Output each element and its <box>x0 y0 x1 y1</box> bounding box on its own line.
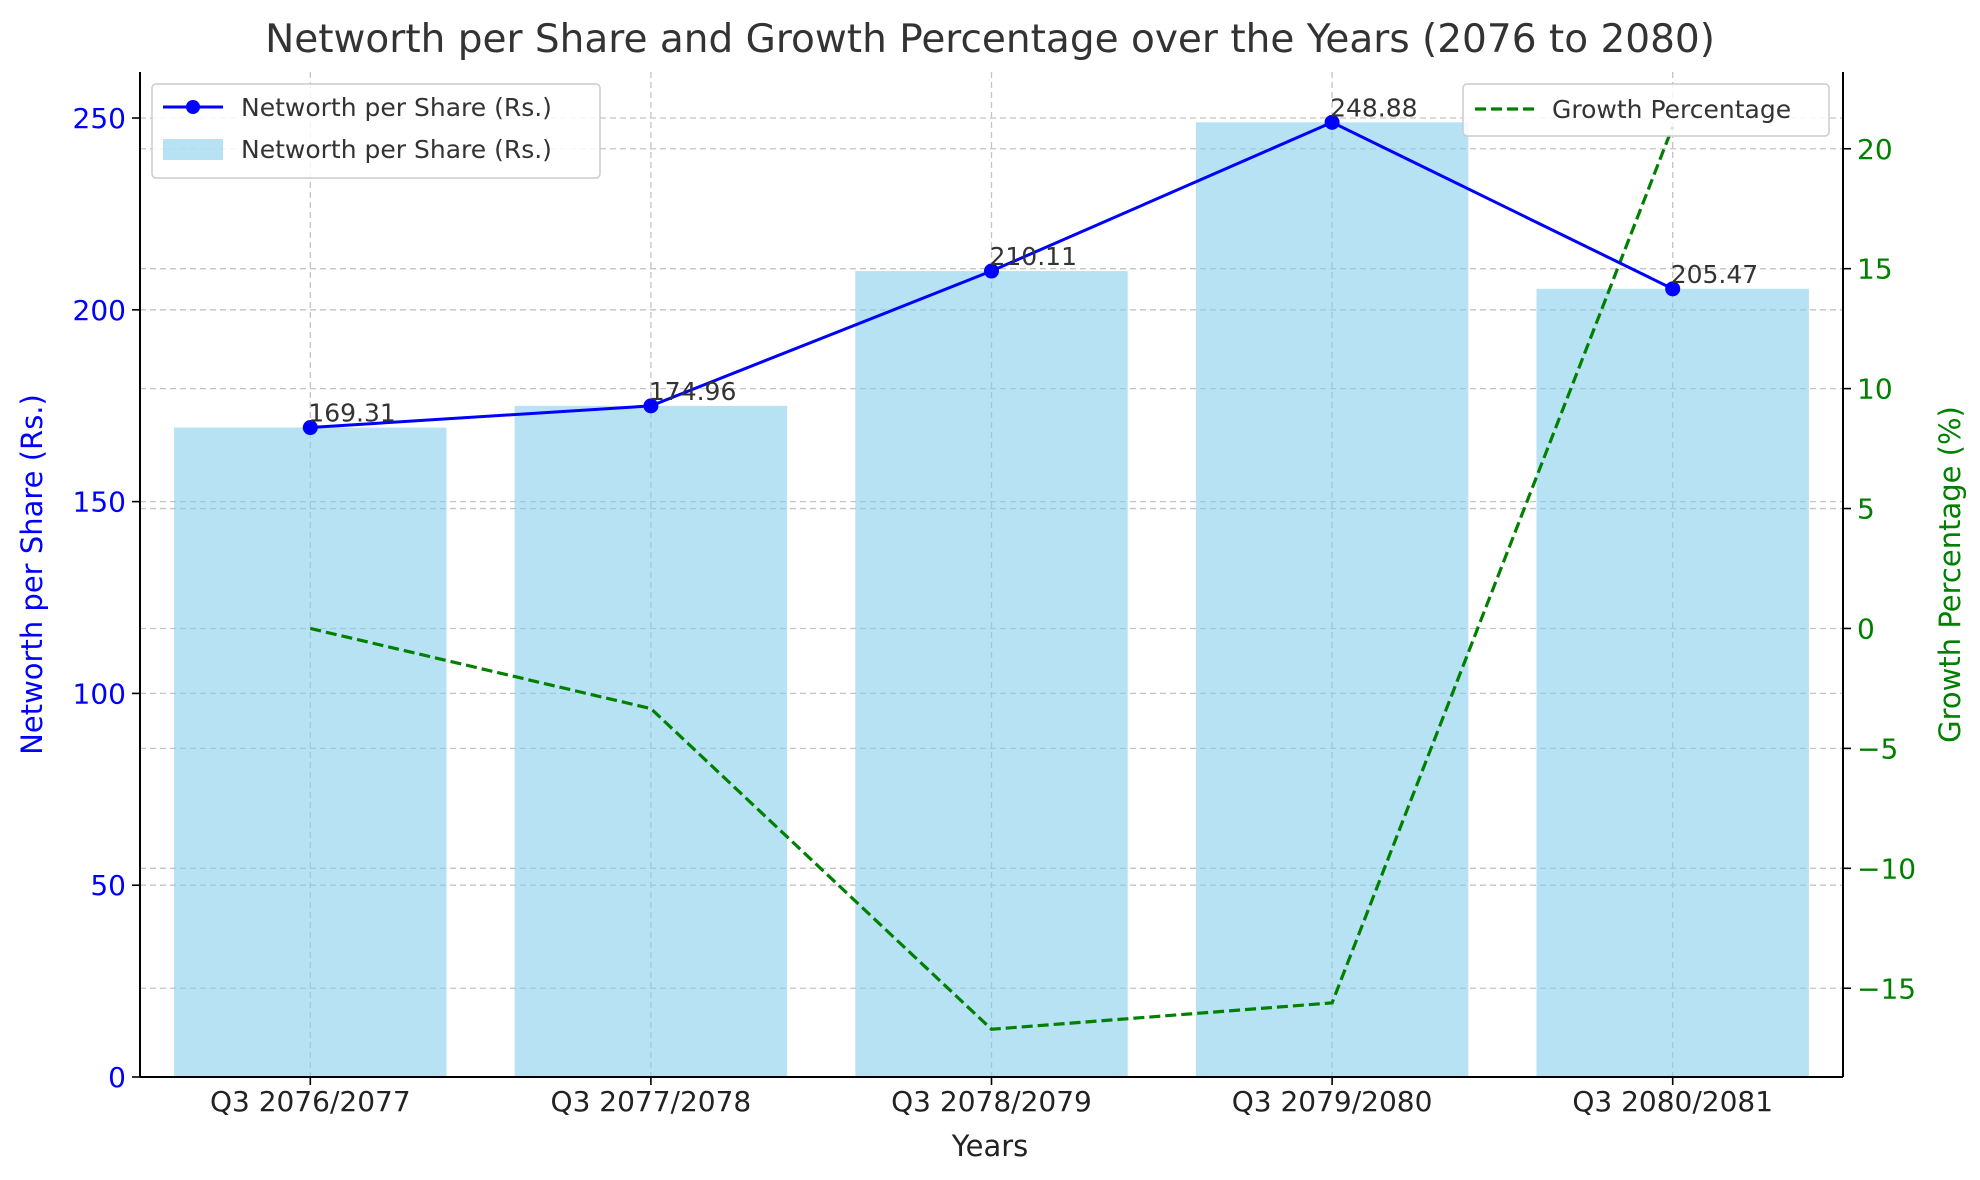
left-y-tick-label: 50 <box>90 869 126 902</box>
data-label: 210.11 <box>990 242 1077 271</box>
legend-label: Networth per Share (Rs.) <box>241 93 552 122</box>
legend-networth: Networth per Share (Rs.) Networth per Sha… <box>151 83 601 179</box>
right-y-tick-label: 10 <box>1857 373 1893 406</box>
right-y-tick-label: −10 <box>1857 852 1916 885</box>
x-tick-label: Q3 2080/2081 <box>1572 1085 1773 1118</box>
left-y-tick-label: 250 <box>73 102 126 135</box>
legend-growth: Growth Percentage <box>1462 83 1830 137</box>
growth-line-series <box>309 126 1675 1031</box>
right-y-tick-label: 0 <box>1857 612 1875 645</box>
data-label: 248.88 <box>1330 93 1417 122</box>
networth-point <box>643 398 659 414</box>
x-tick-label: Q3 2079/2080 <box>1232 1085 1433 1118</box>
legend-box <box>151 83 601 179</box>
right-y-tick-label: 15 <box>1857 253 1893 286</box>
legend-marker-swatch <box>186 100 200 114</box>
x-axis-label: Years <box>951 1129 1029 1163</box>
data-label: 169.31 <box>308 399 395 428</box>
networth-line-series <box>302 114 1681 436</box>
tick-labels: Q3 2076/2077 Q3 2077/2078 Q3 2078/2079 Q3 2… <box>73 102 1917 1118</box>
bar-series <box>174 122 1809 1078</box>
bar <box>514 405 788 1077</box>
x-tick-label: Q3 2077/2078 <box>551 1085 752 1118</box>
left-y-tick-label: 200 <box>73 294 126 327</box>
left-y-tick-label: 150 <box>73 486 126 519</box>
left-y-tick-label: 0 <box>108 1061 126 1094</box>
networth-point <box>1324 114 1340 130</box>
networth-point <box>1665 281 1681 297</box>
networth-point <box>984 263 999 279</box>
data-label: 174.96 <box>649 377 736 406</box>
bar <box>1195 122 1469 1077</box>
x-tick-label: Q3 2076/2077 <box>210 1085 411 1118</box>
left-y-tick-label: 100 <box>73 677 126 710</box>
legend-label: Growth Percentage <box>1552 95 1791 124</box>
left-y-axis-label: Networth per Share (Rs.) <box>15 394 49 755</box>
right-y-tick-label: −5 <box>1857 732 1898 765</box>
data-label: 205.47 <box>1671 260 1758 289</box>
bar <box>174 427 447 1078</box>
right-y-tick-label: 5 <box>1857 493 1875 526</box>
right-y-axis-label: Growth Percentage (%) <box>1933 406 1967 743</box>
bar <box>855 271 1128 1077</box>
chart-title: Networth per Share and Growth Percentage… <box>265 17 1715 62</box>
right-y-tick-label: −15 <box>1857 972 1916 1005</box>
right-y-tick-label: 20 <box>1857 133 1893 166</box>
legend-box <box>1462 83 1830 137</box>
x-tick-label: Q3 2078/2079 <box>891 1085 1092 1118</box>
data-labels: 169.31 174.96 210.11 248.88 205.47 <box>308 93 1758 427</box>
axes <box>132 72 1851 1085</box>
bar <box>1536 288 1809 1077</box>
growth-line <box>309 126 1675 1031</box>
legend-bar-swatch <box>163 139 223 160</box>
legend-label: Networth per Share (Rs.) <box>241 135 552 164</box>
networth-point <box>302 420 318 436</box>
